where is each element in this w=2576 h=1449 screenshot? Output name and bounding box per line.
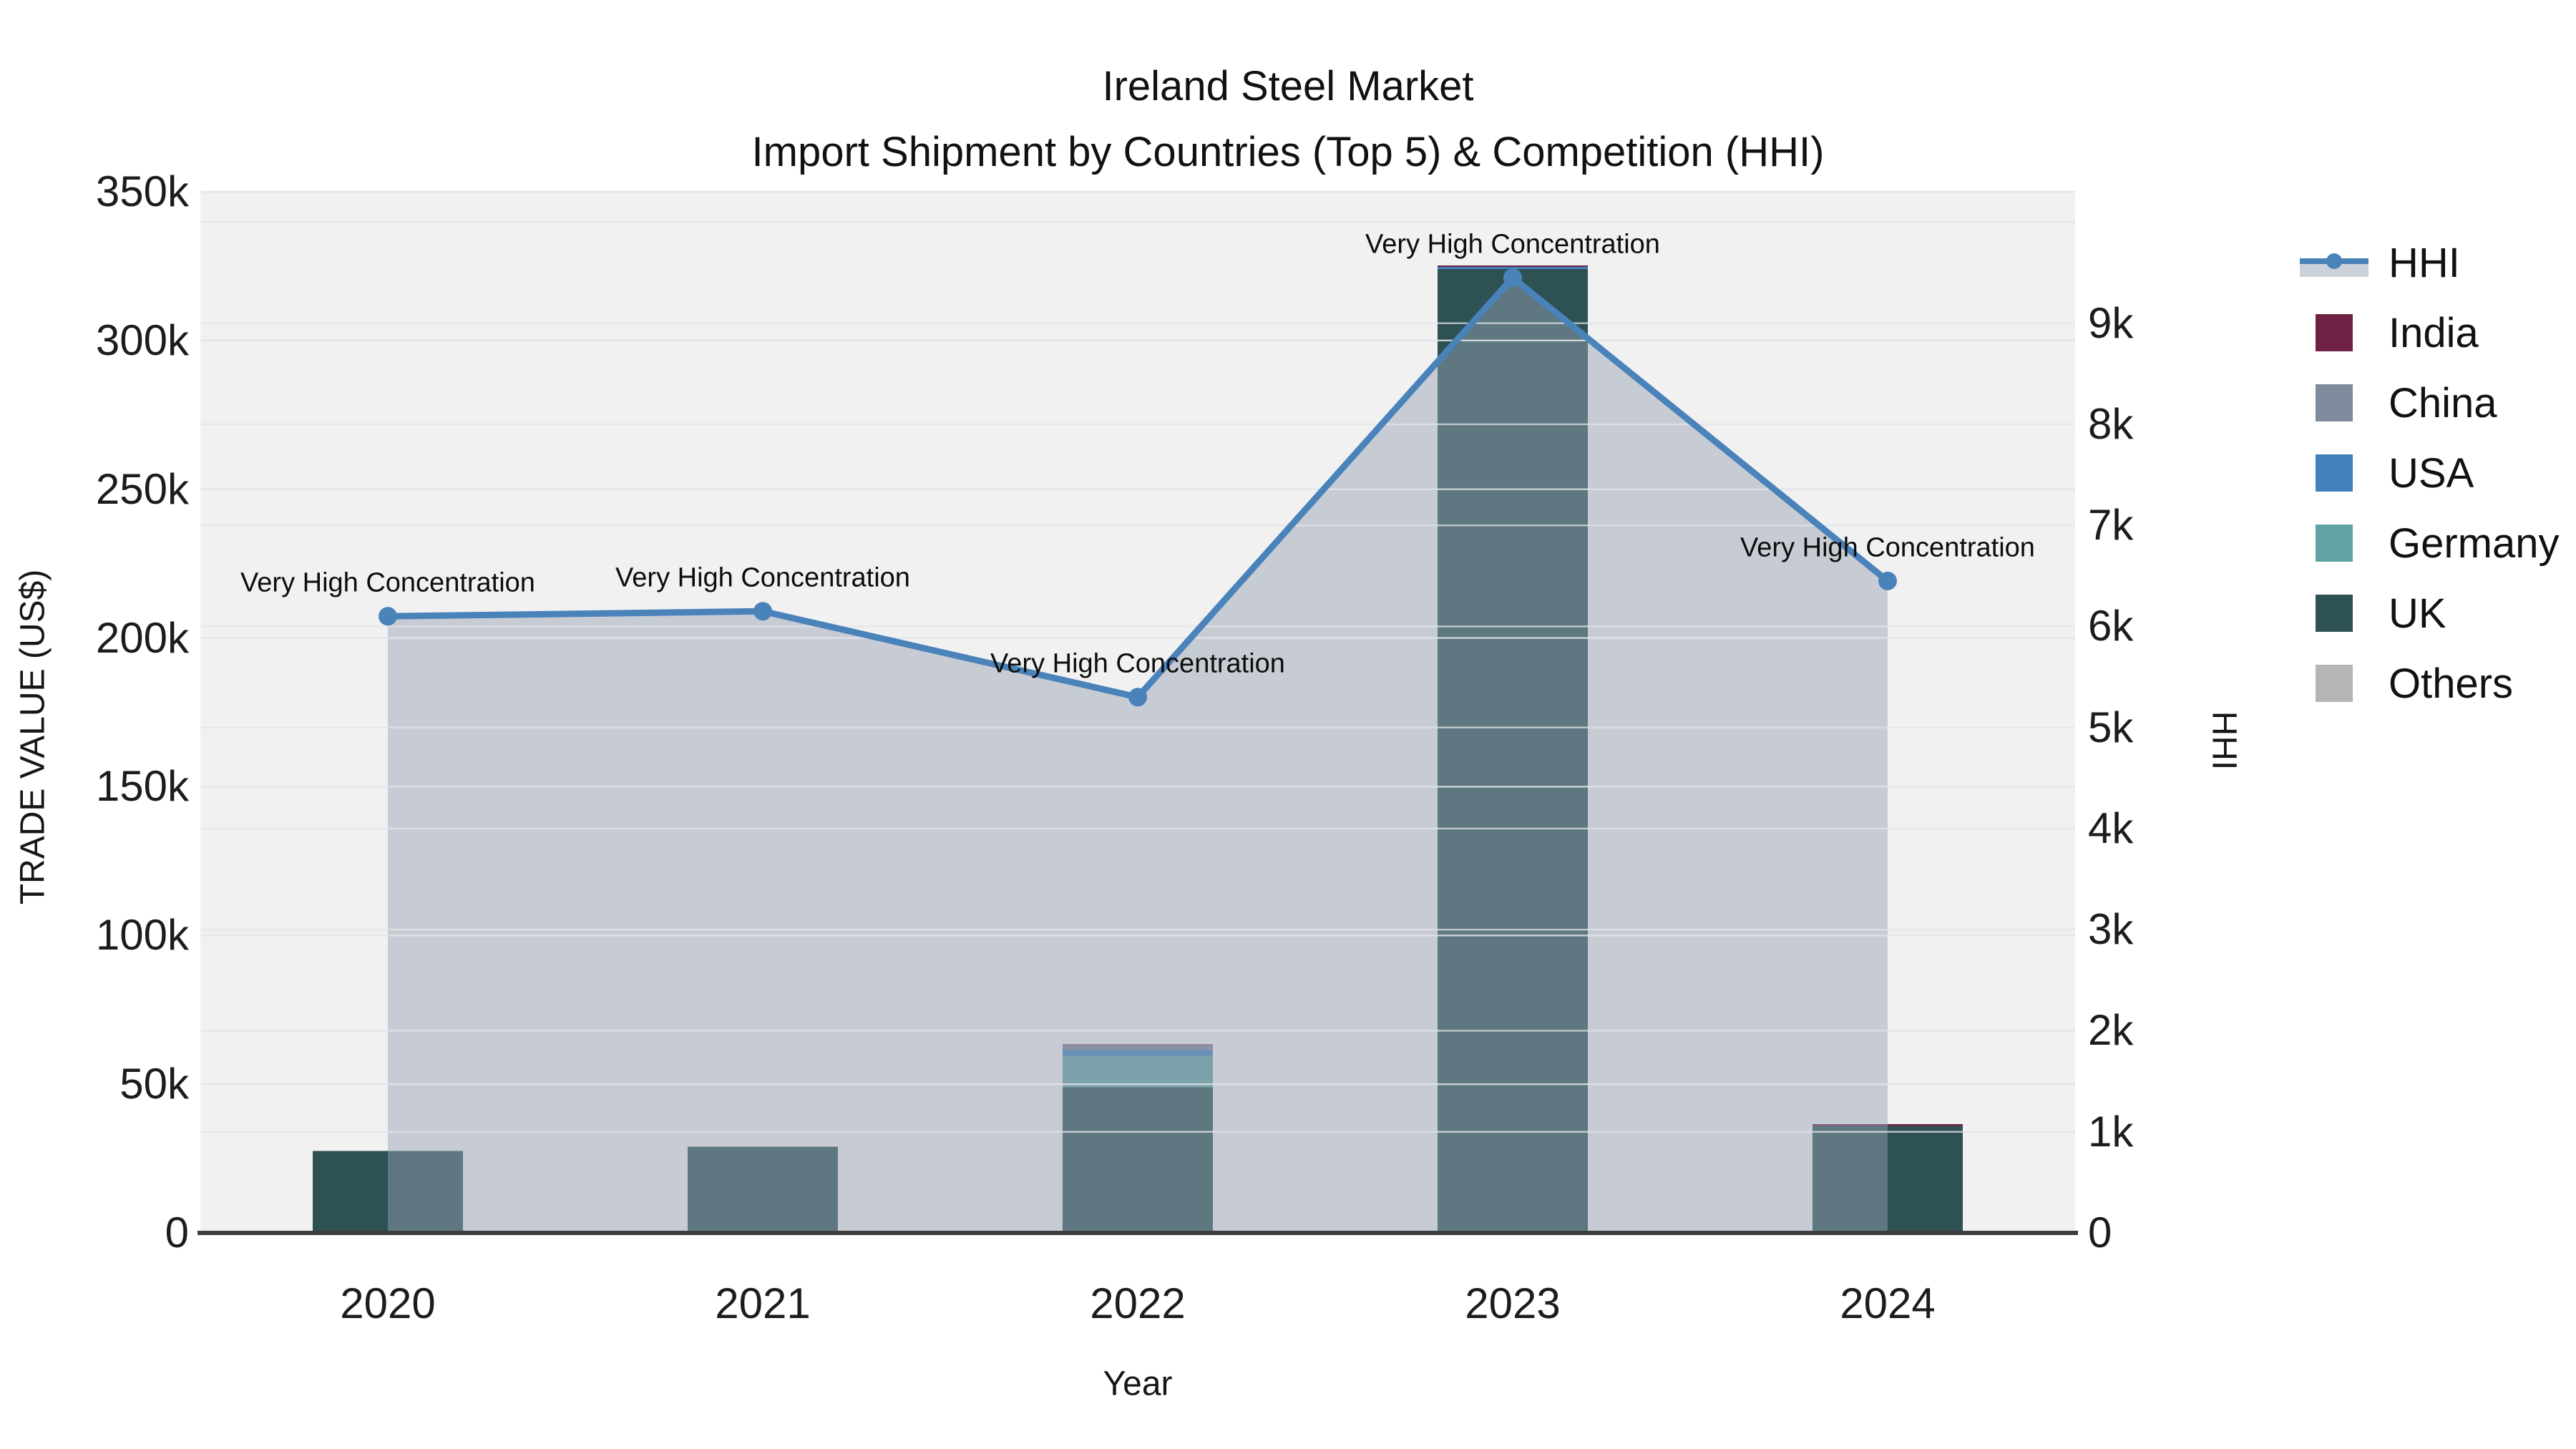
hhi-point-2021 [753,602,772,621]
y-left-tick: 200k [95,613,189,662]
legend-label: China [2389,379,2497,426]
x-tick-2023: 2023 [1465,1279,1561,1327]
y-right-tick: 8k [2088,399,2134,448]
annotation-very-high-concentration-2023: Very High Concentration [1365,229,1660,260]
legend-item-china[interactable]: China [2298,368,2560,438]
bar-segment-china-2022 [1063,1045,1213,1050]
y-right-tick: 6k [2088,602,2134,650]
y-right-tick: 3k [2088,905,2134,954]
x-axis-title: Year [1103,1365,1173,1403]
uk-color-swatch [2298,593,2370,633]
y-right-tick: 4k [2088,804,2134,852]
bar-segment-uk-2024 [1813,1126,1963,1233]
bar-segment-uk-2021 [688,1146,838,1233]
annotation-very-high-concentration-2024: Very High Concentration [1740,532,2035,563]
y-right-tick: 2k [2088,1006,2134,1055]
legend-label: UK [2389,590,2446,637]
hhi-point-2020 [379,607,397,626]
hhi-area [388,278,1888,1234]
y-right-tick: 0 [2088,1209,2112,1257]
y-left-tick: 350k [95,167,189,215]
chart-title: Ireland Steel Market [1102,63,1474,109]
bar-segment-uk-2020 [313,1151,463,1233]
y-right-tick: 9k [2088,298,2134,347]
legend: HHI India China USA Germany UK Others [2298,228,2560,718]
legend-label: Others [2389,660,2514,707]
y-left-tick: 250k [95,464,189,513]
legend-label: HHI [2389,239,2460,286]
legend-item-germany[interactable]: Germany [2298,508,2560,578]
legend-item-hhi[interactable]: HHI [2298,228,2560,298]
y-left-tick: 300k [95,316,189,364]
y-left-tick: 100k [95,911,189,960]
hhi-legend-glyph [2300,253,2368,277]
bar-segment-germany-2022 [1063,1055,1213,1088]
bar-segment-india-2024 [1813,1123,1963,1126]
annotation-very-high-concentration-2021: Very High Concentration [615,562,910,593]
hhi-line-symbol [2298,243,2370,283]
usa-color-swatch [2298,453,2370,493]
bar-segment-uk-2022 [1063,1087,1213,1233]
annotation-very-high-concentration-2020: Very High Concentration [240,567,535,598]
bar-segment-usa-2023 [1438,267,1588,270]
x-tick-2022: 2022 [1090,1279,1186,1327]
x-tick-2024: 2024 [1840,1279,1936,1327]
china-color-swatch [2298,383,2370,423]
bar-segment-usa-2022 [1063,1050,1213,1056]
y-left-tick: 50k [119,1060,189,1108]
x-tick-2020: 2020 [340,1279,436,1327]
bar-segment-uk-2023 [1438,269,1588,1234]
legend-item-others[interactable]: Others [2298,648,2560,718]
hhi-point-2022 [1128,688,1147,707]
chart-subtitle: Import Shipment by Countries (Top 5) & C… [751,129,1825,175]
y-right-tick: 5k [2088,703,2134,751]
others-color-swatch [2298,663,2370,703]
bar-segment-india-2023 [1438,265,1588,268]
x-tick-2021: 2021 [715,1279,811,1327]
hhi-point-2024 [1878,571,1897,590]
y-right-tick: 1k [2088,1107,2134,1156]
legend-item-uk[interactable]: UK [2298,578,2560,648]
legend-label: Germany [2389,519,2560,567]
gridlines [200,190,2075,1133]
india-color-swatch [2298,313,2370,353]
annotation-very-high-concentration-2022: Very High Concentration [990,648,1285,679]
legend-item-india[interactable]: India [2298,298,2560,368]
germany-color-swatch [2298,523,2370,563]
y-left-tick: 0 [165,1209,189,1257]
legend-label: USA [2389,449,2474,497]
y-right-tick: 7k [2088,501,2134,550]
bar-segment-india-2022 [1063,1044,1213,1045]
hhi-point-2023 [1503,268,1522,288]
y-left-tick: 150k [95,762,189,811]
legend-item-usa[interactable]: USA [2298,438,2560,508]
legend-label: India [2389,309,2479,356]
bars-layer [313,265,1963,1234]
